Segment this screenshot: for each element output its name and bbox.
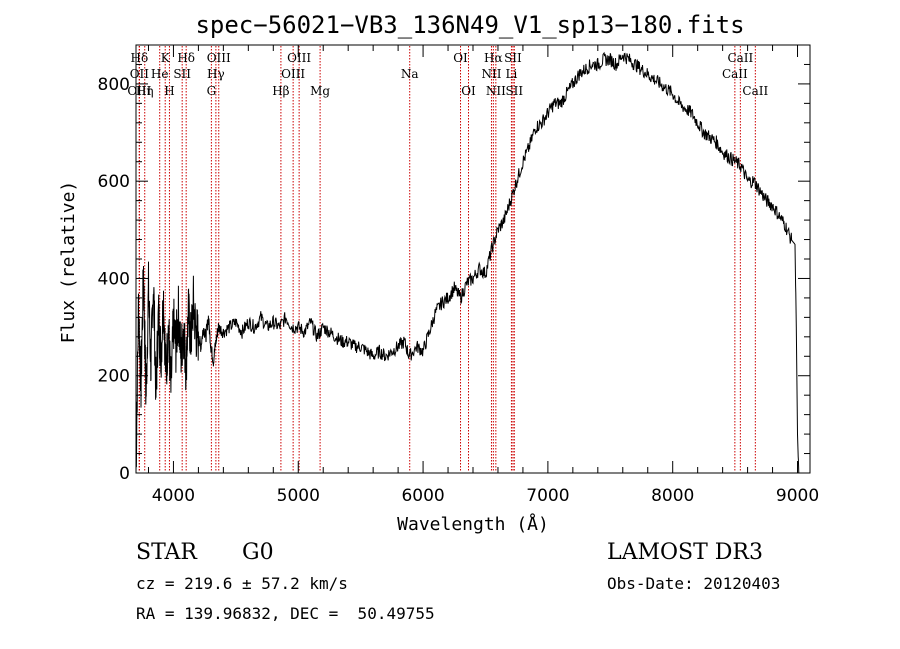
y-tick-label: 200 — [98, 367, 130, 387]
spectral-line-label: SII — [173, 67, 191, 81]
spectral-line-label: OII — [130, 67, 150, 81]
spectral-line-label: Hδ — [177, 51, 195, 65]
spectral-line-label: Hγ — [207, 67, 225, 81]
object-subclass: G0 — [242, 540, 274, 565]
y-tick-label: 0 — [119, 464, 130, 484]
spectral-line-label: SII — [505, 84, 523, 98]
x-axis-label: Wavelength (Å) — [397, 513, 549, 535]
spectral-line-label: NII — [486, 84, 506, 98]
spectral-line-label: OIII — [207, 51, 231, 65]
redshift-cz: cz = 219.6 ± 57.2 km/s — [136, 574, 348, 593]
y-tick-label: 800 — [98, 75, 130, 95]
spectral-line-label: Hη — [136, 84, 154, 98]
spectral-line-label: OI — [453, 51, 468, 65]
y-axis-label: Flux (relative) — [58, 181, 79, 344]
spectral-line-label: CaII — [742, 84, 768, 98]
y-tick-label: 400 — [98, 269, 130, 289]
x-axis-ticks: 4000 5000 6000 7000 8000 9000 — [147, 45, 819, 506]
spectral-line-markers — [138, 46, 756, 472]
survey-name: LAMOST DR3 — [607, 540, 763, 565]
object-class: STAR — [136, 540, 197, 565]
flux-series-line — [135, 51, 800, 474]
spectral-line-label: Na — [401, 67, 419, 81]
plot-frame — [135, 44, 811, 474]
spectral-line-label: Mg — [310, 84, 330, 98]
sky-coordinates: RA = 139.96832, DEC = 50.49755 — [136, 604, 435, 623]
spectral-line-label: G — [207, 84, 217, 98]
x-tick-label: 5000 — [277, 486, 320, 506]
spectral-line-label: Hα — [484, 51, 503, 65]
spectral-line-label: H — [164, 84, 174, 98]
spectral-line-label: NII — [481, 67, 501, 81]
spectral-line-label: CaII — [727, 51, 753, 65]
y-axis-ticks: 0 200 400 600 800 — [98, 63, 810, 484]
spectral-line-label: OIII — [287, 51, 311, 65]
spectral-line-label: Hβ — [272, 84, 289, 98]
spectral-line-label: He — [151, 67, 169, 81]
spectral-line-label: CaII — [722, 67, 748, 81]
observation-date: Obs-Date: 20120403 — [607, 574, 781, 593]
spectral-line-label: OIII — [281, 67, 305, 81]
spectral-line-label: SII — [504, 51, 522, 65]
spectral-line-label: K — [161, 51, 171, 65]
x-tick-label: 6000 — [401, 486, 444, 506]
x-tick-label: 8000 — [651, 486, 694, 506]
spectral-line-label: Hδ — [131, 51, 149, 65]
spectral-line-label: OIII — [127, 84, 151, 98]
x-tick-label: 4000 — [152, 486, 195, 506]
spectral-line-label: OI — [461, 84, 476, 98]
chart-title: spec−56021−VB3_136N49_V1_sp13−180.fits — [195, 11, 744, 39]
x-tick-label: 7000 — [526, 486, 569, 506]
y-tick-label: 600 — [98, 172, 130, 192]
x-tick-label: 9000 — [776, 486, 819, 506]
spectral-line-label: Li — [506, 67, 518, 81]
